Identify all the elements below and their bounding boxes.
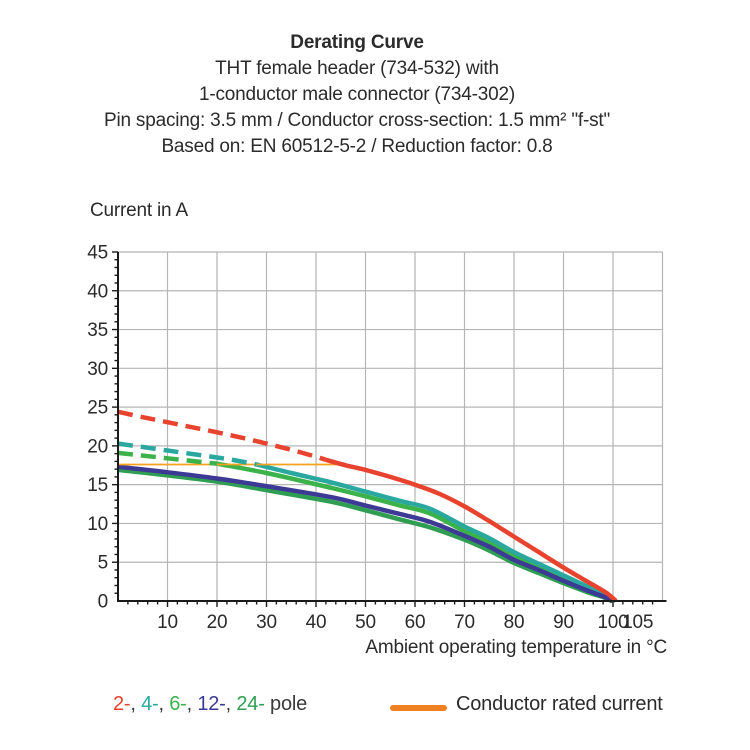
x-tick-label: 90 (553, 612, 574, 633)
legend-pole-part: , (186, 693, 198, 715)
series-2-pole (325, 457, 618, 603)
y-tick-label: 5 (98, 553, 108, 574)
y-tick-label: 0 (98, 592, 108, 613)
y-tick-label: 40 (87, 281, 108, 302)
legend-pole-part: 12- (197, 693, 226, 715)
x-tick-label: 50 (355, 612, 376, 633)
series-12-pole (117, 464, 614, 604)
chart-subtitle-line-2: 1-conductor male connector (734-302) (199, 84, 515, 105)
x-tick-label: 60 (405, 612, 426, 633)
x-tick-label: 70 (454, 612, 475, 633)
x-tick-label: 10 (157, 612, 178, 633)
y-tick-label: 45 (87, 242, 108, 263)
chart-header: Derating Curve THT female header (734-53… (0, 30, 714, 160)
y-tick-label: 20 (87, 436, 108, 457)
legend-pole-part: 4- (141, 693, 159, 715)
x-tick-label: 100 (597, 612, 628, 633)
x-tick-label: 40 (306, 612, 327, 633)
chart-subtitle-line-4: Based on: EN 60512-5-2 / Reduction facto… (161, 136, 553, 157)
series-4-pole-above-rated-current (117, 441, 258, 467)
y-axis-title: Current in A (90, 200, 188, 221)
y-tick-label: 10 (87, 514, 108, 535)
x-tick-label: 30 (256, 612, 277, 633)
series-6-pole-above-rated-current (117, 450, 218, 466)
y-tick-label: 15 (87, 475, 108, 496)
series-4-pole (256, 462, 616, 603)
series-2-pole-above-rated-current (117, 409, 327, 462)
legend-pole-part: 2- (113, 693, 131, 715)
x-tick-label: 20 (207, 612, 228, 633)
y-tick-label: 25 (87, 398, 108, 419)
y-tick-label: 30 (87, 359, 108, 380)
legend-pole-part: , (130, 693, 142, 715)
legend-pole-part: 24- (236, 693, 265, 715)
legend-pole-part: , (158, 693, 170, 715)
pole-count-legend: 2-, 4-, 6-, 12-, 24- pole (113, 693, 307, 716)
legend-pole-part: , (225, 693, 237, 715)
legend-pole-part: 6- (169, 693, 187, 715)
legend-pole-part: pole (264, 693, 308, 715)
x-axis-title: Ambient operating temperature in °C (365, 637, 667, 658)
chart-subtitle-line-3: Pin spacing: 3.5 mm / Conductor cross-se… (103, 110, 610, 131)
conductor-rated-current-label: Conductor rated current (456, 693, 663, 715)
x-tick-label: 105 (622, 612, 653, 633)
x-tick-label: 80 (504, 612, 525, 633)
y-tick-label: 35 (87, 320, 108, 341)
chart-title: Derating Curve (290, 32, 424, 53)
conductor-rated-current-line-swatch (390, 705, 447, 711)
chart-subtitle-line-1: THT female header (734-532) with (215, 58, 499, 79)
